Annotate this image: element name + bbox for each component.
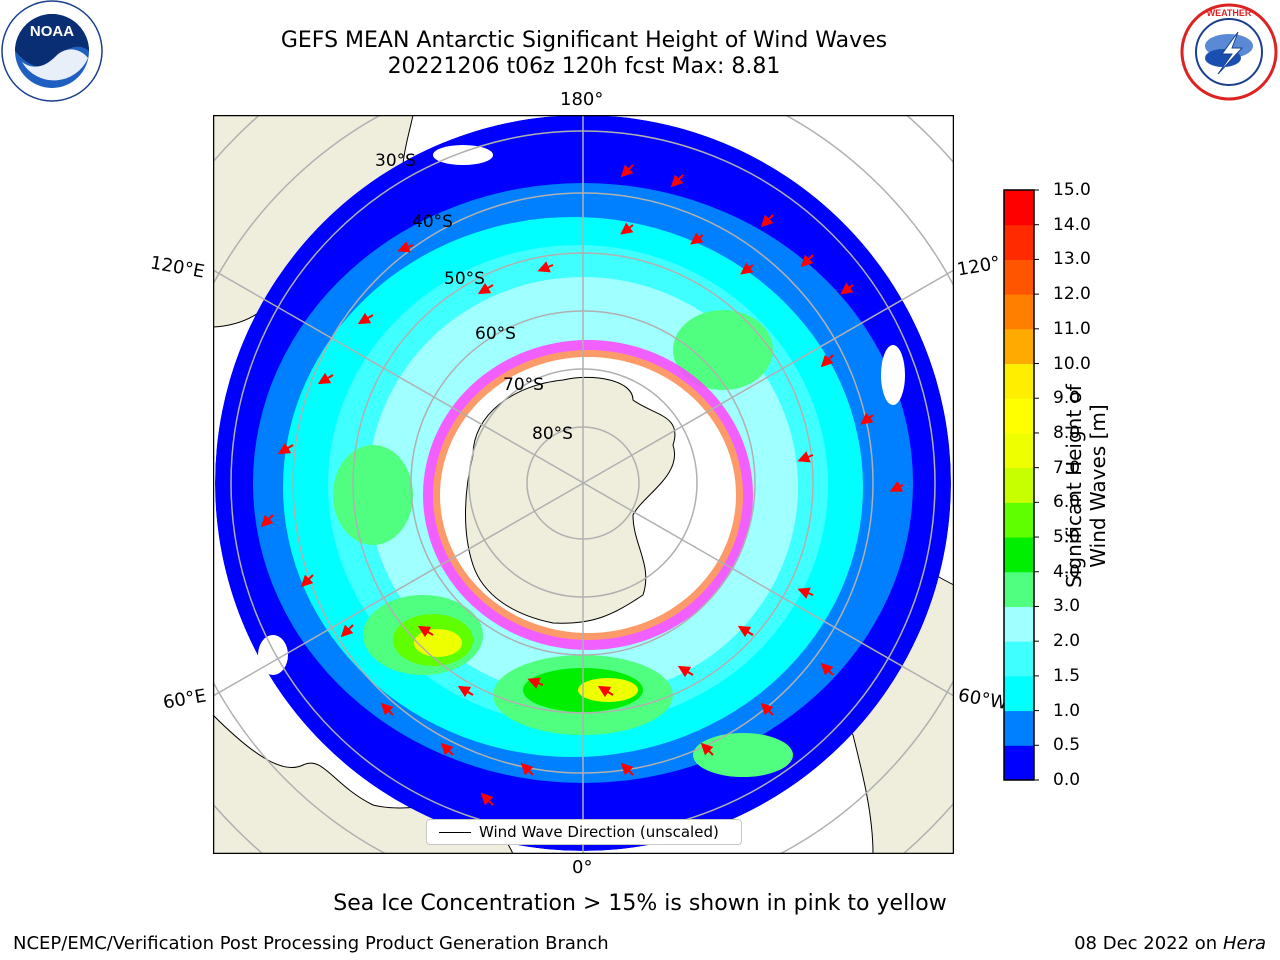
colorbar-segment bbox=[1004, 467, 1034, 503]
colorbar-segment bbox=[1004, 641, 1034, 677]
lat-label-40s: 40°S bbox=[412, 212, 453, 232]
chart-subtitle: 20221206 t06z 120h fcst Max: 8.81 bbox=[387, 54, 781, 79]
colorbar-tick-label: 14.0 bbox=[1053, 214, 1091, 235]
colorbar-segment bbox=[1004, 745, 1034, 781]
sea-ice-note: Sea Ice Concentration > 15% is shown in … bbox=[333, 891, 947, 916]
colorbar-tick-label: 0.0 bbox=[1053, 770, 1081, 790]
colorbar-tick-label: 0.5 bbox=[1053, 735, 1081, 756]
colorbar-tick-label: 4.0 bbox=[1053, 561, 1081, 582]
lat-label-50s: 50°S bbox=[444, 269, 485, 289]
colorbar bbox=[1003, 189, 1039, 781]
colorbar-tick-label: 1.0 bbox=[1053, 700, 1081, 721]
colorbar-segment bbox=[1004, 224, 1034, 260]
date-text: 08 Dec 2022 on Hera bbox=[1074, 933, 1266, 954]
colorbar-tick-label: 2.0 bbox=[1053, 631, 1081, 652]
lon-label-120w: 120° bbox=[955, 252, 1002, 281]
noaa-logo: NOAA bbox=[1, 0, 103, 102]
credit-text: NCEP/EMC/Verification Post Processing Pr… bbox=[13, 933, 609, 954]
colorbar-segment bbox=[1004, 363, 1034, 399]
chart-title: GEFS MEAN Antarctic Significant Height o… bbox=[280, 28, 888, 53]
lat-label-70s: 70°S bbox=[503, 375, 544, 395]
colorbar-segment bbox=[1004, 432, 1034, 469]
nws-logo: WEATHER bbox=[1180, 3, 1278, 101]
colorbar-tick-label: 6.0 bbox=[1053, 492, 1081, 513]
date-value: 08 Dec 2022 on bbox=[1074, 933, 1218, 954]
legend-label: Wind Wave Direction (unscaled) bbox=[479, 823, 719, 841]
colorbar-tick-label: 5.0 bbox=[1053, 527, 1081, 548]
colorbar-tick-label: 13.0 bbox=[1053, 249, 1091, 270]
noaa-logo-text: NOAA bbox=[30, 23, 74, 40]
colorbar-segment bbox=[1004, 398, 1034, 434]
colorbar-segment bbox=[1004, 606, 1034, 642]
polar-map bbox=[213, 115, 954, 854]
lon-label-60e: 60°E bbox=[161, 685, 208, 714]
lon-label-180: 180° bbox=[560, 89, 604, 110]
graticule bbox=[213, 115, 954, 854]
colorbar-tick-label: 12.0 bbox=[1053, 284, 1091, 305]
colorbar-tick-label: 10.0 bbox=[1053, 353, 1091, 374]
colorbar-segment bbox=[1004, 294, 1034, 330]
colorbar-tick-label: 9.0 bbox=[1053, 388, 1081, 409]
colorbar-tick-label: 3.0 bbox=[1053, 596, 1081, 617]
colorbar-title: Significant Height of Wind Waves [m] bbox=[1062, 384, 1110, 588]
colorbar-segment bbox=[1004, 502, 1034, 538]
legend-line-swatch bbox=[439, 832, 471, 833]
colorbar-segment bbox=[1004, 328, 1034, 365]
lat-label-80s: 80°S bbox=[532, 424, 573, 444]
svg-text:WEATHER: WEATHER bbox=[1207, 8, 1252, 18]
lat-label-60s: 60°S bbox=[475, 324, 516, 344]
wave-direction-arrows bbox=[260, 164, 904, 806]
antarctica bbox=[423, 340, 753, 650]
host-name: Hera bbox=[1222, 933, 1266, 954]
colorbar-border bbox=[1003, 189, 1035, 781]
lat-label-30s: 30°S bbox=[375, 151, 416, 171]
colorbar-segment bbox=[1004, 190, 1034, 226]
colorbar-tick-label: 15.0 bbox=[1053, 180, 1091, 200]
colorbar-segment bbox=[1004, 537, 1034, 573]
lon-label-0: 0° bbox=[572, 857, 593, 878]
colorbar-segment bbox=[1004, 675, 1034, 712]
map-legend: Wind Wave Direction (unscaled) bbox=[426, 819, 742, 845]
colorbar-segment bbox=[1004, 571, 1034, 607]
colorbar-segment bbox=[1004, 259, 1034, 295]
lon-label-120e: 120°E bbox=[148, 252, 207, 283]
colorbar-tick-label: 8.0 bbox=[1053, 422, 1081, 443]
colorbar-tick-label: 11.0 bbox=[1053, 318, 1091, 339]
colorbar-segment bbox=[1004, 710, 1034, 746]
colorbar-tick-label: 7.0 bbox=[1053, 457, 1081, 478]
colorbar-tick-label: 1.5 bbox=[1053, 665, 1081, 686]
